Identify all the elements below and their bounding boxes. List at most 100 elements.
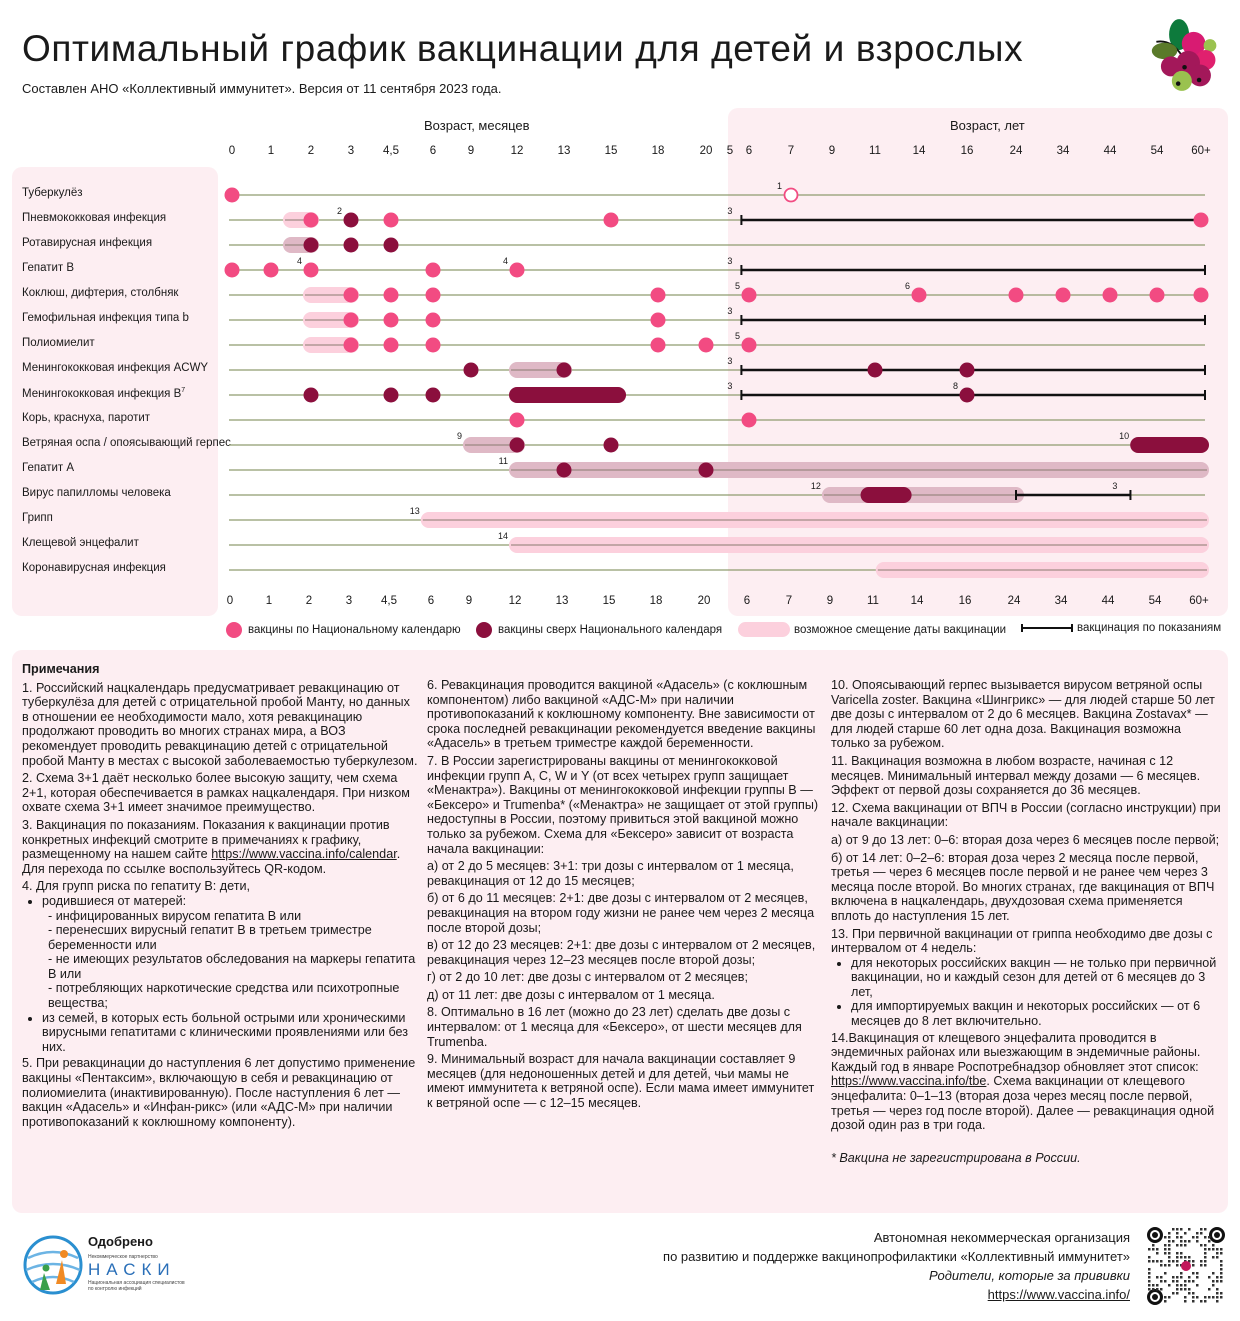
optional-revaccination-dot: [783, 187, 799, 203]
extra-vaccine-dot: [509, 437, 525, 453]
x-tick-label-top: 0: [229, 145, 235, 157]
x-tick-label-bottom: 3: [346, 595, 352, 607]
x-tick-label-top: 15: [605, 145, 618, 157]
x-tick-label-top: 20: [700, 145, 713, 157]
naski-bottom-text: Национальная ассоциация специалистов по …: [88, 1280, 185, 1292]
x-tick-label-bottom: 15: [603, 595, 616, 607]
axis-title-years: Возраст, лет: [950, 118, 1025, 133]
x-tick-label-top: 16: [961, 145, 974, 157]
x-tick-label-top: 14: [913, 145, 926, 157]
x-tick-label-top: 4,5: [383, 145, 399, 157]
x-tick-label-bottom: 24: [1008, 595, 1021, 607]
legend-indication: вакцинация по показаниям: [1021, 622, 1221, 634]
note-13-bullet: для импортируемых вакцин и некоторых рос…: [851, 999, 1223, 1028]
row-label: Менингококковая инфекция B7: [22, 387, 185, 400]
note-reference: 5: [735, 331, 740, 341]
naski-top-text: Некоммерческое партнерство: [88, 1254, 158, 1260]
note-reference: 9: [457, 431, 462, 441]
legend-national-label: вакцины по Национальному календарю: [248, 624, 461, 636]
row-label: Корь, краснуха, паротит: [22, 412, 150, 424]
x-tick-label-top: 1: [268, 145, 274, 157]
row-label-text: Гепатит B: [22, 262, 75, 274]
row-label: Полиомиелит: [22, 337, 95, 349]
extra-vaccine-period-bar: [509, 387, 627, 403]
org-slogan: Родители, которые за прививки: [928, 1268, 1130, 1283]
x-tick-label-top: 7: [788, 145, 794, 157]
extra-vaccine-dot: [383, 237, 399, 253]
legend-indication-label: вакцинация по показаниям: [1077, 622, 1222, 634]
national-vaccine-dot: [509, 262, 525, 278]
note-4-sub: - перенесших вирусный гепатит B в третье…: [48, 923, 372, 952]
x-tick-label-top: 24: [1010, 145, 1023, 157]
row-label: Клещевой энцефалит: [22, 537, 139, 549]
national-vaccine-dot: [224, 187, 240, 203]
legend-national: вакцины по Национальному календарю: [226, 622, 461, 638]
org-name-line-2: по развитию и поддержке вакцинопрофилакт…: [663, 1249, 1130, 1264]
row-label: Гепатит A: [22, 462, 74, 474]
calendar-link[interactable]: https://www.vaccina.info/calendar: [211, 847, 397, 862]
extra-vaccine-dot: [556, 462, 572, 478]
x-tick-label-bottom: 6: [744, 595, 750, 607]
x-tick-label-bottom: 2: [306, 595, 312, 607]
note-3-text-end: . Для перехода по ссылке воспользуйтесь …: [22, 847, 401, 876]
note-12: 12. Схема вакцинации от ВПЧ в России (со…: [831, 800, 1221, 830]
org-website-link[interactable]: https://www.vaccina.info/: [987, 1287, 1130, 1302]
infection-label-panel: [12, 167, 218, 616]
x-tick-label-top: 9: [829, 145, 835, 157]
national-vaccine-dot: [650, 312, 666, 328]
national-vaccine-dot: [603, 212, 619, 228]
note-reference: 10: [1119, 431, 1129, 441]
note-10: 10. Опоясывающий герпес вызывается вирус…: [831, 678, 1215, 751]
qr-code-icon[interactable]: [1146, 1226, 1226, 1306]
national-vaccine-dot: [1102, 287, 1118, 303]
extra-vaccine-dot: [867, 362, 883, 378]
national-vaccine-dot: [383, 212, 399, 228]
row-label: Коклюш, дифтерия, столбняк: [22, 287, 178, 299]
national-vaccine-dot: [741, 412, 757, 428]
x-tick-label-bottom: 18: [650, 595, 663, 607]
x-tick-label-bottom: 14: [911, 595, 924, 607]
national-vaccine-dot: [383, 312, 399, 328]
x-tick-label-bottom: 12: [509, 595, 522, 607]
row-label-text: Вирус папилломы человека: [22, 487, 171, 499]
x-tick-label-bottom: 0: [227, 595, 233, 607]
x-tick-label-top: 18: [652, 145, 665, 157]
extra-vaccine-period-bar: [860, 487, 912, 503]
note-4-bullet: родившиеся от матерей: - инфицированных …: [42, 894, 418, 1011]
note-7: 7. В России зарегистрированы вакцины от …: [427, 753, 819, 856]
note-4-bullet-text: родившиеся от матерей:: [42, 893, 187, 908]
row-label-text: Менингококковая инфекция B: [22, 387, 182, 400]
x-tick-label-top: 9: [468, 145, 474, 157]
row-label-text: Коклюш, дифтерия, столбняк: [22, 287, 179, 299]
national-vaccine-dot: [741, 287, 757, 303]
x-tick-label-top: 3: [348, 145, 354, 157]
row-label-text: Ветряная оспа / опоясывающий герпес: [22, 437, 231, 449]
row-label: Менингококковая инфекция ACWY: [22, 362, 208, 374]
notes-column-2: 6. Ревакцинация проводится вакциной «Ада…: [427, 678, 819, 1114]
note-4-sub: - инфицированных вирусом гепатита B или: [48, 908, 302, 923]
note-4: 4. Для групп риска по гепатиту B: дети,: [22, 879, 251, 894]
notes-title: Примечания: [22, 662, 100, 676]
extra-vaccine-period-bar: [1130, 437, 1209, 453]
legend-extra: вакцины сверх Национального календаря: [476, 622, 722, 638]
row-label-text: Гепатит A: [22, 462, 75, 474]
tbe-link[interactable]: https://www.vaccina.info/tbe: [831, 1074, 987, 1089]
note-reference: 4: [297, 256, 302, 266]
note-reference: 3: [727, 356, 732, 366]
x-tick-label-bottom: 20: [698, 595, 711, 607]
note-3-text: 3. Вакцинация по показаниям. Показания к…: [22, 817, 390, 862]
note-7d: г) от 2 до 10 лет: две дозы с интервалом…: [427, 970, 748, 985]
note-reference: 3: [1112, 481, 1117, 491]
x-tick-label-bottom: 11: [867, 595, 879, 607]
x-tick-label-bottom: 9: [466, 595, 472, 607]
national-vaccine-dot: [343, 287, 359, 303]
extra-vaccine-dot: [425, 387, 441, 403]
x-tick-label-bottom: 13: [556, 595, 569, 607]
national-vaccine-dot: [650, 287, 666, 303]
x-tick-label-bottom: 60+: [1189, 595, 1209, 607]
row-label-text: Туберкулёз: [22, 187, 83, 199]
legend-shift-label: возможное смещение даты вакцинации: [794, 623, 1007, 636]
national-vaccine-dot: [1193, 287, 1209, 303]
note-4-sub: - не имеющих результатов обследования на…: [48, 952, 416, 981]
x-tick-label-top: 6: [746, 145, 752, 157]
